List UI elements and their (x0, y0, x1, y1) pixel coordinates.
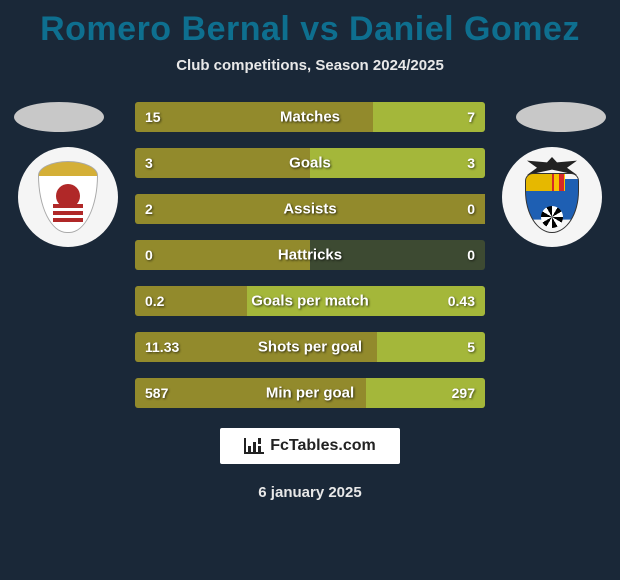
stat-right-value: 7 (467, 109, 475, 125)
brand-logo: FcTables.com (220, 428, 400, 464)
stat-label: Assists (283, 201, 336, 218)
stat-label: Goals per match (251, 293, 369, 310)
stat-left-value: 0 (145, 247, 153, 263)
bar-chart-icon (244, 438, 264, 454)
comparison-panel: 15 7 Matches 3 3 Goals 2 0 Assists 0 0 Hattricks 0.2… (0, 102, 620, 408)
stat-row: 11.33 5 Shots per goal (135, 332, 485, 362)
stat-row: 15 7 Matches (135, 102, 485, 132)
stat-label: Goals (289, 155, 331, 172)
stat-label: Shots per goal (258, 339, 362, 356)
stat-label: Matches (280, 109, 340, 126)
stat-left-value: 15 (145, 109, 161, 125)
stat-row: 0.2 0.43 Goals per match (135, 286, 485, 316)
stat-left-value: 11.33 (145, 339, 179, 355)
page-subtitle: Club competitions, Season 2024/2025 (0, 57, 620, 74)
stat-right-value: 0 (467, 201, 475, 217)
stat-row: 587 297 Min per goal (135, 378, 485, 408)
stat-left-value: 3 (145, 155, 153, 171)
stat-right-value: 5 (467, 339, 475, 355)
stat-row: 0 0 Hattricks (135, 240, 485, 270)
stat-row: 2 0 Assists (135, 194, 485, 224)
stat-left-value: 587 (145, 385, 168, 401)
stat-left-value: 2 (145, 201, 153, 217)
stat-label: Hattricks (278, 247, 342, 264)
left-shadow-ellipse (14, 102, 104, 132)
left-club-crest (18, 147, 118, 247)
page-title: Romero Bernal vs Daniel Gomez (0, 0, 620, 49)
stat-left-fill (135, 148, 310, 178)
stat-right-value: 297 (452, 385, 475, 401)
footer-date: 6 january 2025 (0, 484, 620, 501)
valencia-crest-icon (517, 157, 587, 237)
stat-left-value: 0.2 (145, 293, 164, 309)
brand-text: FcTables.com (270, 437, 376, 455)
sevilla-crest-icon (38, 161, 98, 233)
stat-row: 3 3 Goals (135, 148, 485, 178)
stat-label: Min per goal (266, 385, 354, 402)
stat-right-value: 0 (467, 247, 475, 263)
right-club-crest (502, 147, 602, 247)
stat-right-value: 3 (467, 155, 475, 171)
stat-right-value: 0.43 (448, 293, 475, 309)
stat-bars-container: 15 7 Matches 3 3 Goals 2 0 Assists 0 0 Hattricks 0.2… (135, 102, 485, 408)
stat-right-fill (310, 148, 485, 178)
right-shadow-ellipse (516, 102, 606, 132)
